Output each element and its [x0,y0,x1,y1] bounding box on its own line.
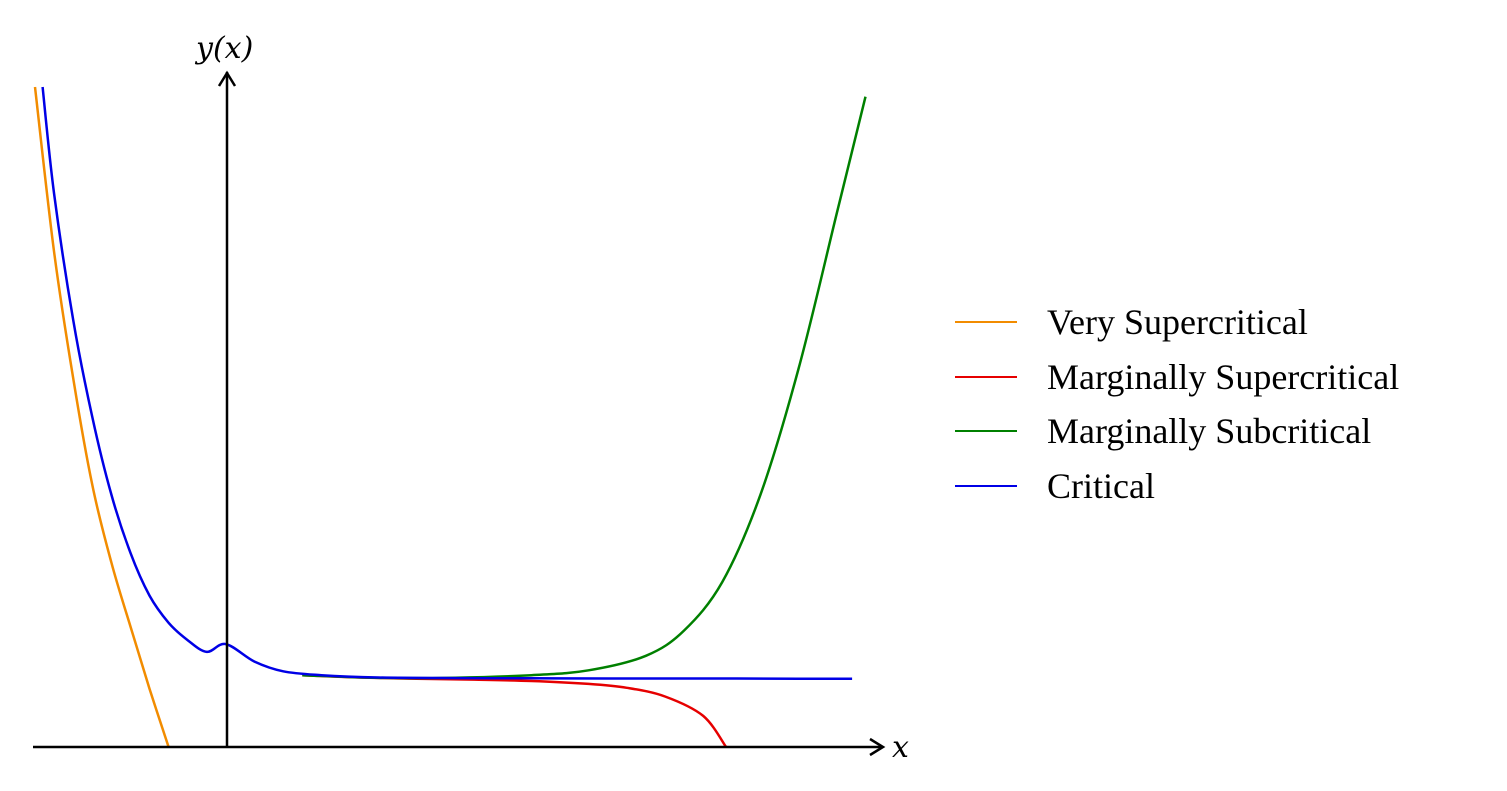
legend: Very Supercritical Marginally Supercritic… [955,295,1399,513]
x-axis-arrowhead [869,737,886,757]
y-axis-arrowhead [217,70,237,87]
legend-label: Critical [1047,465,1155,506]
series-line-critical [41,86,853,680]
legend-label: Marginally Supercritical [1047,356,1400,397]
legend-label: Very Supercritical [1047,302,1308,343]
series-line-marginally-subcritical [302,96,867,680]
legend-item-marginally-subcritical: Marginally Subcritical [955,404,1399,459]
series-line-very-supercritical [33,86,170,748]
legend-swatch [955,484,1017,487]
legend-item-critical: Critical [955,459,1399,514]
y-axis-label: y(x) [194,31,253,66]
legend-swatch [955,430,1017,433]
series-line-marginally-supercritical [302,673,728,748]
x-axis-label: x [892,730,909,765]
legend-swatch [955,375,1017,378]
legend-item-very-supercritical: Very Supercritical [955,295,1399,350]
axes: x y(x) [33,31,909,765]
legend-label: Marginally Subcritical [1047,411,1372,452]
series-curves [33,86,867,748]
legend-item-marginally-supercritical: Marginally Supercritical [955,350,1399,405]
legend-swatch [955,321,1017,324]
